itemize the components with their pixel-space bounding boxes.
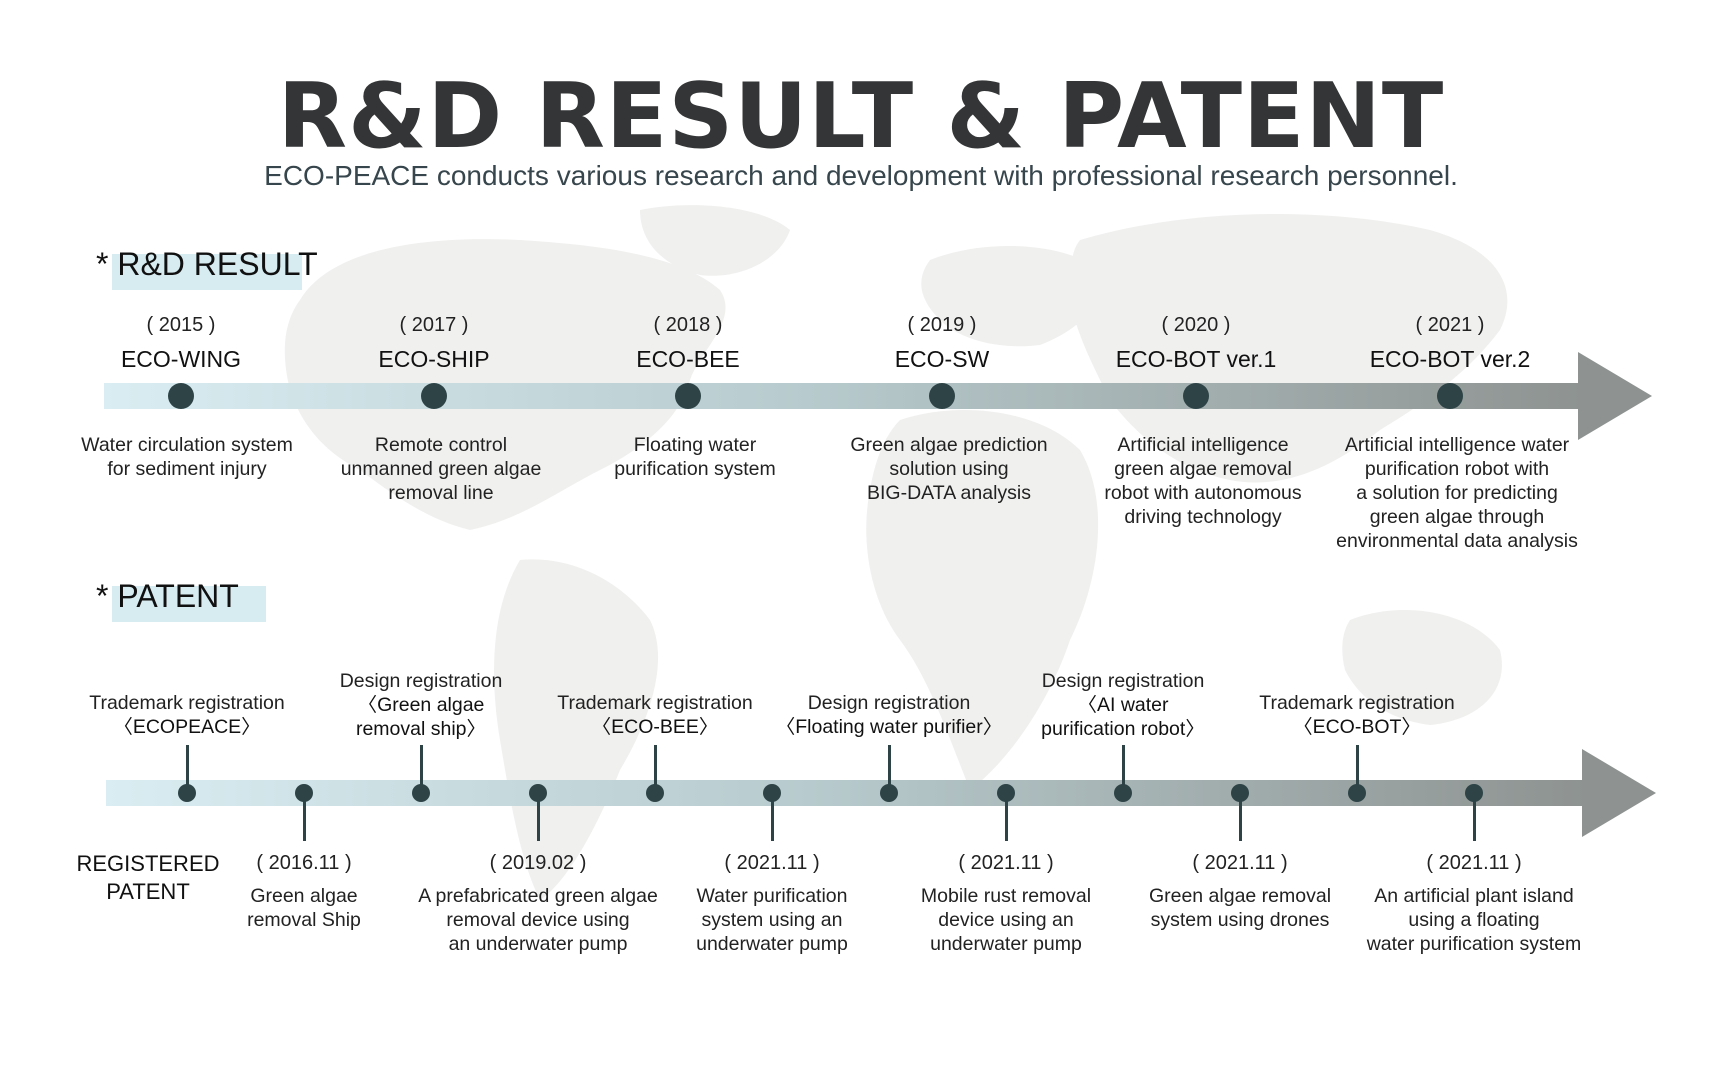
rd-product-name: ECO-SHIP xyxy=(378,346,490,372)
rd-description: Floating water purification system xyxy=(614,434,776,480)
rd-product-name: ECO-SW xyxy=(894,346,990,372)
patent-dot xyxy=(1231,784,1249,802)
patent-dot xyxy=(646,784,664,802)
patent-heading-label: * PATENT xyxy=(96,578,239,614)
patent-dot xyxy=(412,784,430,802)
patent-stem-down xyxy=(1238,793,1242,841)
rd-year: ( 2021 ) xyxy=(1415,314,1485,336)
australia-shape xyxy=(1342,610,1502,725)
rd-timeline-arrowhead xyxy=(1578,352,1652,440)
patent-stem-down xyxy=(1004,793,1008,841)
rd-product-name: ECO-BOT ver.1 xyxy=(1115,346,1277,372)
patent-timeline-arrowhead xyxy=(1582,749,1656,837)
rd-milestone-dot xyxy=(929,383,955,409)
registration-type: Trademark registration xyxy=(557,692,753,714)
registration-type: Trademark registration xyxy=(1259,692,1455,714)
patent-dot xyxy=(295,784,313,802)
registration-type: Trademark registration xyxy=(89,692,285,714)
patent-stem-down xyxy=(770,793,774,841)
patent-stem-down xyxy=(302,793,306,841)
patent-stem-up xyxy=(1355,745,1359,793)
patent-stem-up xyxy=(887,745,891,793)
patent-registration-label: Design registration 〈Floating water purif… xyxy=(749,691,1029,739)
patent-description: A prefabricated green algae removal devi… xyxy=(418,885,658,955)
rd-description: Artificial intelligence green algae remo… xyxy=(1104,434,1302,528)
patent-dot xyxy=(997,784,1015,802)
patent-description: Green algae removal system using drones xyxy=(1148,885,1332,931)
rd-milestone-dot xyxy=(1437,383,1463,409)
rd-milestone-dot xyxy=(421,383,447,409)
patent-stem-up xyxy=(419,745,423,793)
patent-date: ( 2021.11 ) xyxy=(958,852,1054,874)
patent-heading: * PATENT xyxy=(96,578,266,622)
registration-name: 〈AI water purification robot〉 xyxy=(1041,694,1205,740)
rd-description: Remote control unmanned green algae remo… xyxy=(340,434,542,504)
patent-dot xyxy=(1114,784,1132,802)
patent-date: ( 2019.02 ) xyxy=(489,852,587,874)
greenland-shape xyxy=(640,205,790,276)
patent-dot xyxy=(880,784,898,802)
patent-dot xyxy=(1348,784,1366,802)
registration-name: 〈ECO-BEE〉 xyxy=(591,716,719,738)
rd-milestone-dot xyxy=(675,383,701,409)
registration-name: 〈ECOPEACE〉 xyxy=(113,716,261,738)
africa-shape xyxy=(866,410,1099,790)
rd-year: ( 2020 ) xyxy=(1161,314,1231,336)
rd-timeline-band xyxy=(104,383,1582,409)
asia-shape xyxy=(1070,213,1508,483)
patent-dot xyxy=(529,784,547,802)
page-title: R&D RESULT & PATENT xyxy=(277,64,1445,169)
rd-year: ( 2017 ) xyxy=(399,314,469,336)
rd-year: ( 2018 ) xyxy=(653,314,723,336)
registration-name: 〈ECO-BOT〉 xyxy=(1293,716,1421,738)
rd-year: ( 2015 ) xyxy=(146,314,216,336)
patent-dot xyxy=(178,784,196,802)
patent-stem-down xyxy=(1472,793,1476,841)
page-subtitle: ECO-PEACE conducts various research and … xyxy=(264,160,1458,191)
patent-stem-up xyxy=(185,745,189,793)
registration-type: Design registration xyxy=(339,670,503,692)
patent-description: Green algae removal Ship xyxy=(247,885,361,931)
patent-registration-label: Trademark registration 〈ECO-BOT〉 xyxy=(1217,691,1497,739)
rd-heading-label: * R&D RESULT xyxy=(96,246,318,282)
patent-date: ( 2021.11 ) xyxy=(724,852,820,874)
patent-registration-label: Design registration 〈Green algae removal … xyxy=(281,669,561,741)
patent-registration-label: Trademark registration 〈ECOPEACE〉 xyxy=(47,691,327,739)
europe-shape xyxy=(921,246,1102,347)
registration-name: 〈Floating water purifier〉 xyxy=(775,716,1003,738)
patent-registration-label: Design registration 〈AI water purificatio… xyxy=(983,669,1263,741)
rd-product-name: ECO-WING xyxy=(120,346,242,372)
south-america-shape xyxy=(494,559,659,900)
patent-dot xyxy=(1465,784,1483,802)
rd-description: Artificial intelligence water purificati… xyxy=(1336,434,1578,552)
rd-year: ( 2019 ) xyxy=(907,314,977,336)
patent-dot xyxy=(763,784,781,802)
patent-stem-up xyxy=(1121,745,1125,793)
patent-date: ( 2021.11 ) xyxy=(1192,852,1288,874)
patent-date: ( 2016.11 ) xyxy=(256,852,352,874)
patent-timeline-band xyxy=(106,780,1586,806)
rd-result-heading: * R&D RESULT xyxy=(96,246,318,290)
patent-stem-down xyxy=(536,793,540,841)
patent-stem-up xyxy=(653,745,657,793)
rd-description: Green algae prediction solution using BI… xyxy=(850,434,1048,504)
rd-milestone-dot xyxy=(1183,383,1209,409)
patent-description: Water purification system using an under… xyxy=(696,885,848,955)
registration-type: Design registration xyxy=(807,692,971,714)
rd-description: Water circulation system for sediment in… xyxy=(81,434,293,480)
registration-type: Design registration xyxy=(1041,670,1205,692)
patent-description: Mobile rust removal device using an unde… xyxy=(920,885,1092,955)
patent-date: ( 2021.11 ) xyxy=(1426,852,1522,874)
registered-patent-label: REGISTERED PATENT xyxy=(76,851,220,904)
registration-name: 〈Green algae removal ship〉 xyxy=(355,694,487,740)
patent-registration-label: Trademark registration 〈ECO-BEE〉 xyxy=(515,691,795,739)
patent-description: An artificial plant island using a float… xyxy=(1366,885,1582,955)
rd-product-name: ECO-BEE xyxy=(636,346,740,372)
rd-product-name: ECO-BOT ver.2 xyxy=(1369,346,1531,372)
rd-milestone-dot xyxy=(168,383,194,409)
